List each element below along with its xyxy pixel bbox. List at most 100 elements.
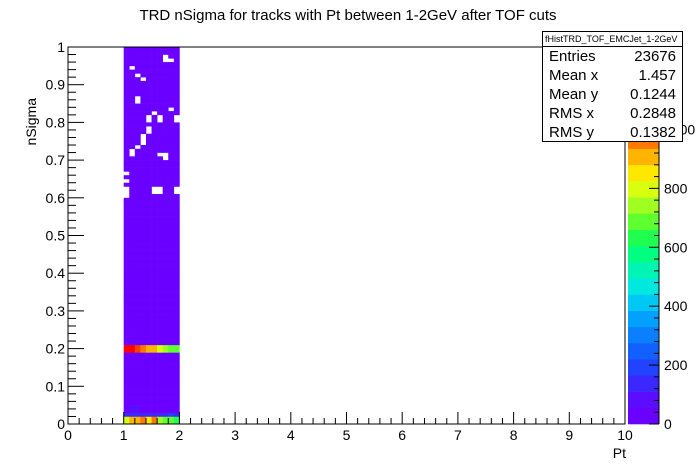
heatmap-cell [129, 175, 136, 180]
heatmap-cell [140, 122, 147, 127]
heatmap-cell [145, 175, 152, 180]
heatmap-cell [168, 412, 175, 417]
heatmap-cell [168, 288, 175, 293]
heatmap-cell [140, 288, 147, 293]
heatmap-cell [157, 77, 163, 82]
heatmap-cell [123, 129, 130, 135]
heatmap-cell [162, 145, 169, 150]
heatmap-cell [173, 325, 180, 331]
heatmap-cell [145, 122, 152, 127]
heatmap-cell [151, 73, 158, 78]
heatmap-cell [134, 273, 141, 278]
heatmap-cell [134, 344, 141, 349]
stats-row-rms-x: RMS x 0.2848 [543, 104, 682, 123]
heatmap-cell [129, 182, 136, 187]
heatmap-cell [129, 371, 136, 376]
heatmap-cell [129, 201, 136, 206]
heatmap-cell [151, 92, 158, 97]
heatmap-cell [162, 276, 169, 282]
heatmap-cell [129, 401, 136, 406]
heatmap-cell [140, 265, 147, 270]
heatmap-cell [145, 280, 152, 285]
heatmap-cell [168, 382, 175, 387]
heatmap-cell [168, 73, 175, 78]
heatmap-cell [134, 186, 141, 191]
heatmap-cell [140, 348, 147, 353]
heatmap-cell [157, 299, 163, 304]
heatmap-cell [134, 246, 141, 251]
heatmap-cell [151, 182, 158, 187]
heatmap-cell [151, 303, 158, 308]
heatmap-cell [168, 62, 175, 67]
heatmap-cell [123, 367, 130, 372]
heatmap-cell [168, 209, 175, 214]
heatmap-cell [129, 333, 136, 338]
heatmap-cell [140, 280, 147, 285]
heatmap-cell [140, 84, 147, 89]
heatmap-cell [134, 269, 141, 274]
heatmap-cell [151, 50, 158, 55]
heatmap-cell [151, 118, 158, 123]
heatmap-cell [151, 367, 158, 372]
heatmap-cell [168, 276, 175, 282]
heatmap-cell [129, 54, 136, 59]
heatmap-cell [162, 412, 169, 417]
heatmap-cell [123, 201, 130, 206]
heatmap-cell [168, 344, 175, 349]
heatmap-cell [129, 114, 136, 119]
heatmap-cell [157, 80, 163, 85]
heatmap-cells [123, 47, 180, 425]
heatmap-cell [134, 420, 141, 425]
heatmap-cell [173, 295, 180, 300]
heatmap-cell [162, 190, 169, 195]
heatmap-cell [162, 197, 169, 202]
heatmap-cell [145, 329, 152, 334]
heatmap-cell [151, 374, 158, 380]
heatmap-cell [123, 265, 130, 270]
heatmap-cell [123, 318, 130, 323]
heatmap-cell [168, 47, 175, 52]
heatmap-cell [123, 280, 130, 285]
heatmap-cell [168, 77, 175, 82]
heatmap-cell [145, 145, 152, 150]
heatmap-cell [168, 160, 175, 165]
heatmap-cell [145, 401, 152, 406]
heatmap-cell [151, 295, 158, 300]
heatmap-cell [162, 359, 169, 364]
heatmap-cell [173, 265, 180, 270]
heatmap-cell [157, 280, 163, 285]
heatmap-cell [157, 386, 163, 391]
heatmap-cell [173, 390, 180, 395]
heatmap-cell [157, 261, 163, 266]
heatmap-cell [162, 265, 169, 270]
heatmap-cell [134, 69, 141, 74]
heatmap-cell [173, 329, 180, 334]
colorbar-segment [628, 326, 659, 344]
heatmap-cell [173, 401, 180, 406]
heatmap-cell [162, 111, 169, 116]
heatmap-cell [157, 295, 163, 300]
heatmap-cell [168, 356, 175, 361]
heatmap-cell [151, 96, 158, 101]
heatmap-cell [173, 194, 180, 199]
heatmap-cell [145, 47, 152, 52]
heatmap-cell [168, 310, 175, 315]
x-tick-label: 4 [287, 427, 295, 443]
heatmap-cell [145, 58, 152, 63]
heatmap-cell [168, 258, 175, 263]
heatmap-cell [134, 58, 141, 63]
heatmap-cell [151, 145, 158, 150]
heatmap-cell [123, 273, 130, 278]
heatmap-cell [129, 227, 136, 233]
heatmap-cell [134, 405, 141, 410]
heatmap-cell [140, 227, 147, 233]
heatmap-cell [173, 303, 180, 308]
heatmap-cell [173, 129, 180, 135]
heatmap-cell [123, 224, 130, 229]
heatmap-cell [157, 265, 163, 270]
heatmap-cell [134, 329, 141, 334]
x-tick-label: 2 [176, 427, 184, 443]
heatmap-cell [168, 367, 175, 372]
heatmap-cell [140, 58, 147, 63]
heatmap-cell [140, 363, 147, 368]
